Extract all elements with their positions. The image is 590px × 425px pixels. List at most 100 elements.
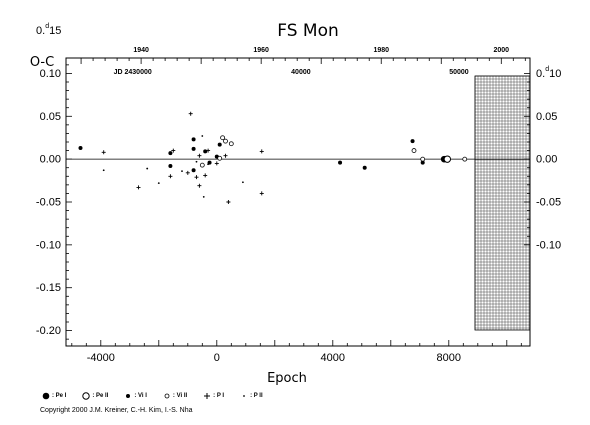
p-ii-point — [202, 195, 205, 198]
right-tick-label: 0.00 — [536, 154, 557, 166]
p-i-point — [259, 149, 264, 154]
vi-i-point — [362, 165, 367, 170]
p-i-point — [194, 175, 199, 180]
p-i-point — [214, 161, 219, 166]
y-tick-label-part: 15 — [49, 25, 61, 37]
vi-i-point — [168, 164, 173, 168]
right-tick-label-part: 10 — [549, 68, 561, 80]
p-i-point — [188, 111, 193, 116]
legend-label: : Vi II — [172, 393, 188, 399]
p-i-point — [101, 150, 106, 155]
p-i-point — [206, 148, 211, 153]
right-tick-label: 0.05 — [536, 111, 557, 123]
vi-ii-point — [228, 141, 234, 147]
p-ii-point — [181, 170, 183, 173]
open-circle-large-icon — [80, 392, 92, 400]
plot-frame — [65, 57, 531, 347]
year-tick-label: 2000 — [494, 47, 510, 54]
vi-i-point — [217, 142, 222, 147]
vi-i-point — [410, 139, 415, 144]
legend-label: : Pe II — [92, 393, 109, 399]
pe-ii-point — [443, 155, 452, 163]
x-axis-label: Epoch — [267, 371, 307, 386]
filled-circle-icon — [122, 393, 134, 399]
vi-ii-point — [420, 156, 426, 162]
dot-icon — [238, 394, 250, 398]
y-tick-label: -0.20 — [36, 325, 61, 337]
y-tick-label: 0.00 — [40, 154, 61, 166]
p-i-point — [197, 183, 202, 188]
legend-item: : P I — [201, 393, 224, 399]
p-ii-point — [201, 135, 204, 137]
vi-i-point — [191, 137, 196, 142]
ticks: -4000 0 4000 80000.d150.100.050.00-0.05-0.1… — [36, 23, 561, 364]
vi-ii-point — [199, 162, 205, 168]
legend-label: : Vi I — [134, 393, 147, 399]
p-i-point — [223, 153, 228, 158]
p-i-point — [226, 200, 231, 204]
p-i-point — [168, 174, 173, 179]
vi-i-point — [168, 151, 173, 156]
right-tick-label: -0.05 — [536, 197, 561, 209]
y-tick-label-part: 0. — [36, 25, 45, 37]
jd-label: JD 2430000 — [114, 69, 152, 76]
year-tick-label: 1940 — [133, 47, 149, 54]
legend: : Pe I : Pe II : Vi I : Vi II : P I : P … — [40, 390, 277, 402]
y-tick-label: 0.05 — [40, 111, 61, 123]
copyright: Copyright 2000 J.M. Kreiner, C.-H. Kim, … — [40, 407, 193, 414]
vi-ii-point — [223, 138, 228, 144]
x-tick-label: 8000 — [437, 352, 461, 364]
plus-icon — [201, 393, 213, 399]
p-ii-point — [195, 160, 198, 163]
vi-i-point — [338, 160, 343, 165]
p-ii-point — [242, 181, 244, 184]
vi-i-point — [420, 160, 425, 165]
p-ii-point — [157, 182, 160, 185]
legend-item: : Pe I — [40, 392, 66, 400]
vi-ii-point — [220, 135, 226, 141]
chart-title: FS Mon — [277, 21, 339, 41]
p-ii-point — [146, 167, 149, 170]
p-ii-point — [102, 169, 105, 172]
p-i-point — [197, 153, 202, 158]
y-axis-label: O-C — [30, 55, 54, 70]
data-points — [78, 111, 468, 204]
y-tick-label: -0.15 — [36, 282, 61, 294]
vi-i-point — [203, 149, 208, 154]
vi-i-point — [78, 146, 83, 150]
jd-label: 50000 — [449, 69, 469, 76]
x-tick-label: 4000 — [321, 352, 345, 364]
year-tick-label: 1980 — [373, 47, 389, 54]
y-tick-label: 0.10 — [40, 68, 61, 80]
unit-superscript: d — [45, 23, 49, 30]
open-circle-icon — [161, 393, 173, 399]
y-tick-label: -0.05 — [36, 197, 61, 209]
right-tick-label: 0.d10 — [536, 66, 561, 80]
legend-label: : P I — [213, 393, 225, 399]
legend-item: : Pe II — [80, 392, 108, 400]
right-tick-label: -0.10 — [536, 239, 561, 251]
p-i-point — [136, 185, 141, 190]
vi-ii-point — [411, 148, 417, 153]
year-tick-label: 1960 — [253, 47, 269, 54]
jd-label: 40000 — [291, 69, 311, 76]
legend-item: : P II — [238, 393, 263, 399]
filled-circle-large-icon — [40, 392, 52, 400]
p-i-point — [185, 170, 190, 175]
x-tick-label: -4000 — [87, 352, 115, 364]
axes — [65, 57, 531, 347]
unit-superscript: d — [545, 66, 549, 73]
vi-i-point — [191, 168, 196, 173]
p-i-point — [203, 173, 208, 178]
x-tick-label: 0 — [214, 352, 220, 364]
shaded-grid — [474, 75, 531, 331]
legend-item: : Vi II — [161, 393, 187, 399]
y-tick-label: -0.10 — [36, 239, 61, 251]
legend-item: : Vi I — [122, 393, 147, 399]
vi-i-point — [191, 146, 196, 151]
vi-ii-point — [462, 156, 468, 162]
legend-label: : P II — [250, 393, 263, 399]
p-i-point — [259, 191, 264, 196]
vi-ii-point — [217, 155, 223, 161]
